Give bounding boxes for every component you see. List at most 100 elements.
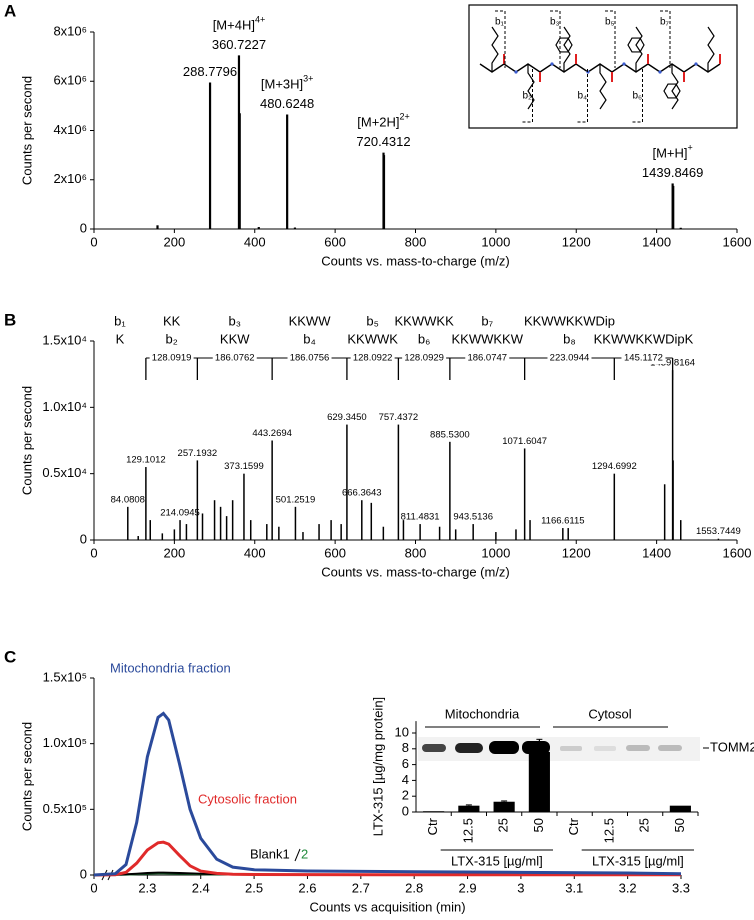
ladder-difference: 145.1172 xyxy=(624,353,663,364)
x-tick-label: 200 xyxy=(164,545,186,560)
y-tick-label: 0 xyxy=(80,531,87,546)
amide-n xyxy=(694,62,698,66)
x-tick-label: 2.8 xyxy=(405,880,423,895)
peak-label: 443.2694 xyxy=(252,428,292,439)
fragment-ion: b₄ xyxy=(303,331,316,346)
amide-n xyxy=(550,62,554,66)
peak-label: 1553.7449 xyxy=(696,526,741,537)
y-tick-label: 6x10⁶ xyxy=(53,73,87,88)
bar xyxy=(423,811,445,812)
bar xyxy=(669,805,691,812)
ring xyxy=(663,83,681,99)
peak-label: 720.4312 xyxy=(356,134,410,149)
fragment-sequence: KKWWKK xyxy=(395,313,455,328)
x-tick-label: 3.1 xyxy=(565,880,583,895)
fragment-sequence: K xyxy=(116,331,125,346)
y-tick-label: 0 xyxy=(80,220,87,235)
ion-name: [M+H] xyxy=(652,146,687,161)
panel-letter: B xyxy=(4,310,16,329)
y-tick-label: 8 xyxy=(402,740,409,755)
y-tick-label: 0.5x10⁴ xyxy=(42,465,87,480)
peak-label: 757.4372 xyxy=(379,412,419,423)
bar xyxy=(493,801,515,812)
series-label: Mitochondria fraction xyxy=(110,660,231,675)
fragment-ion: b₇ xyxy=(481,313,493,328)
series-line xyxy=(93,711,682,877)
peak-label: 360.7227 xyxy=(212,37,266,52)
ladder-difference: 223.0944 xyxy=(550,353,590,364)
label-separator xyxy=(294,848,301,862)
side-chain xyxy=(491,26,499,72)
ladder-label-bg xyxy=(621,352,666,364)
x-axis-title: Counts vs. mass-to-charge (m/z) xyxy=(321,253,510,268)
x-tick-label: 25 xyxy=(637,818,652,832)
ion-label: [M+4H]4+ xyxy=(213,15,266,33)
x-tick-label: 0 xyxy=(90,880,97,895)
ladder-difference: 128.0929 xyxy=(404,353,444,364)
y-tick-label: 1.0x10⁵ xyxy=(43,735,87,750)
fragment-label: b₇ xyxy=(660,17,670,28)
x-tick-label: 3 xyxy=(517,880,524,895)
x-tick-label: 3.2 xyxy=(619,880,637,895)
y-tick-label: 2x10⁶ xyxy=(53,171,87,186)
x-axis-title: Counts vs acquisition (min) xyxy=(309,899,465,914)
peak-label: 666.3643 xyxy=(342,488,382,499)
peak-label: 943.5136 xyxy=(453,512,493,523)
ion-label: [M+H]+ xyxy=(652,143,692,161)
series-label: Cytosolic fraction xyxy=(198,791,297,806)
x-tick-label: 1600 xyxy=(723,234,752,249)
blot-band xyxy=(560,746,582,751)
x-tick-label: 800 xyxy=(405,545,427,560)
x-tick-label: 1400 xyxy=(642,234,671,249)
fragment-sequence: KKWWKKWDipK xyxy=(594,331,694,346)
x-tick-label: 1200 xyxy=(562,545,591,560)
ladder-difference: 128.0922 xyxy=(353,353,393,364)
ion-label: [M+3H]3+ xyxy=(261,74,314,92)
y-axis-title: Counts per second xyxy=(19,722,34,831)
x-tick-label: 1400 xyxy=(642,545,671,560)
y-tick-label: 1.5x10⁴ xyxy=(42,332,87,347)
ion-label: [M+2H]2+ xyxy=(357,112,410,130)
x-tick-label: 800 xyxy=(405,234,427,249)
peak-label: 214.0945 xyxy=(160,508,200,519)
blot-group-label: Cytosol xyxy=(588,706,631,721)
x-tick-label: 2.9 xyxy=(459,880,477,895)
ladder-label-bg xyxy=(465,352,510,364)
y-tick-label: 4x10⁶ xyxy=(53,122,87,137)
amide-n xyxy=(622,62,626,66)
western-blot xyxy=(418,726,709,761)
x-tick-label: 50 xyxy=(531,818,546,832)
ladder-label-bg xyxy=(287,352,332,364)
panel-letter: C xyxy=(4,647,16,666)
x-tick-label: 200 xyxy=(164,234,186,249)
ion-name: [M+2H] xyxy=(357,115,399,130)
x-tick-label: 12.5 xyxy=(601,818,616,843)
y-tick-label: 8x10⁶ xyxy=(53,23,87,38)
y-axis-title: Counts per second xyxy=(19,386,34,495)
x-tick-label: 1200 xyxy=(562,234,591,249)
ion-charge: 4+ xyxy=(255,15,265,25)
ladder-label-bg xyxy=(402,352,447,364)
fragment-ion: b₅ xyxy=(366,313,378,328)
panel-letter: A xyxy=(4,1,16,20)
series-label: 2 xyxy=(301,846,308,861)
ladder-label-bg xyxy=(350,352,395,364)
fragment-ion: b₆ xyxy=(418,331,430,346)
ring xyxy=(627,37,645,53)
peak-label: 1294.6992 xyxy=(592,461,637,472)
y-tick-label: 0 xyxy=(80,866,87,881)
y-axis-title: LTX-315 [µg/mg protein] xyxy=(370,697,385,836)
fragment-sequence: KK xyxy=(163,313,181,328)
peak-label: 885.5300 xyxy=(430,429,470,440)
blot-band xyxy=(489,741,519,754)
x-tick-label: 25 xyxy=(496,818,511,832)
fragment-sequence: KKWW xyxy=(289,313,332,328)
series-line xyxy=(93,840,681,877)
side-chain xyxy=(635,26,643,72)
blot-band xyxy=(626,745,650,751)
x-tick-label: 2.5 xyxy=(245,880,263,895)
ion-name: [M+3H] xyxy=(261,77,303,92)
x-tick-label: 1600 xyxy=(723,545,752,560)
y-tick-label: 1.0x10⁴ xyxy=(42,399,87,414)
